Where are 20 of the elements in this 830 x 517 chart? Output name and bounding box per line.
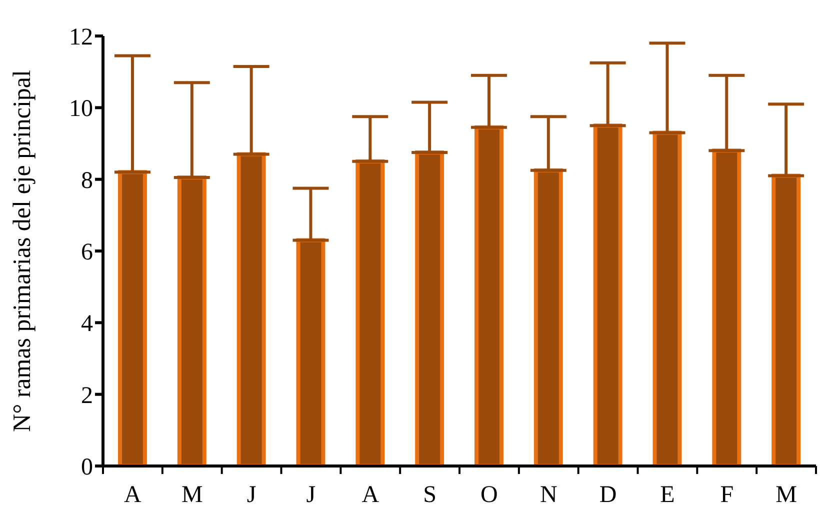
x-tick-label: J [306, 482, 316, 508]
y-tick-label: 8 [81, 168, 93, 194]
x-tick-label: A [362, 482, 380, 508]
x-tick-label: N [540, 482, 558, 508]
y-tick-label: 2 [81, 382, 93, 409]
y-tick-label: 4 [81, 311, 93, 338]
x-tick-label: J [246, 482, 256, 508]
x-tick-label: D [599, 482, 617, 508]
y-axis-title: N° ramas primarias del eje principal [8, 70, 36, 432]
y-tick-label: 0 [81, 454, 93, 481]
x-tick-label: M [181, 482, 203, 508]
x-tick-label: S [423, 482, 436, 508]
x-tick-label: A [124, 482, 142, 508]
x-tick-label: E [660, 482, 675, 508]
y-tick-label: 6 [81, 240, 93, 266]
x-tick-label: O [480, 482, 498, 508]
x-tick-label: M [776, 482, 797, 508]
y-tick-label: 10 [69, 96, 93, 122]
x-tick-label: F [720, 482, 734, 508]
y-tick-label: 12 [69, 24, 93, 51]
